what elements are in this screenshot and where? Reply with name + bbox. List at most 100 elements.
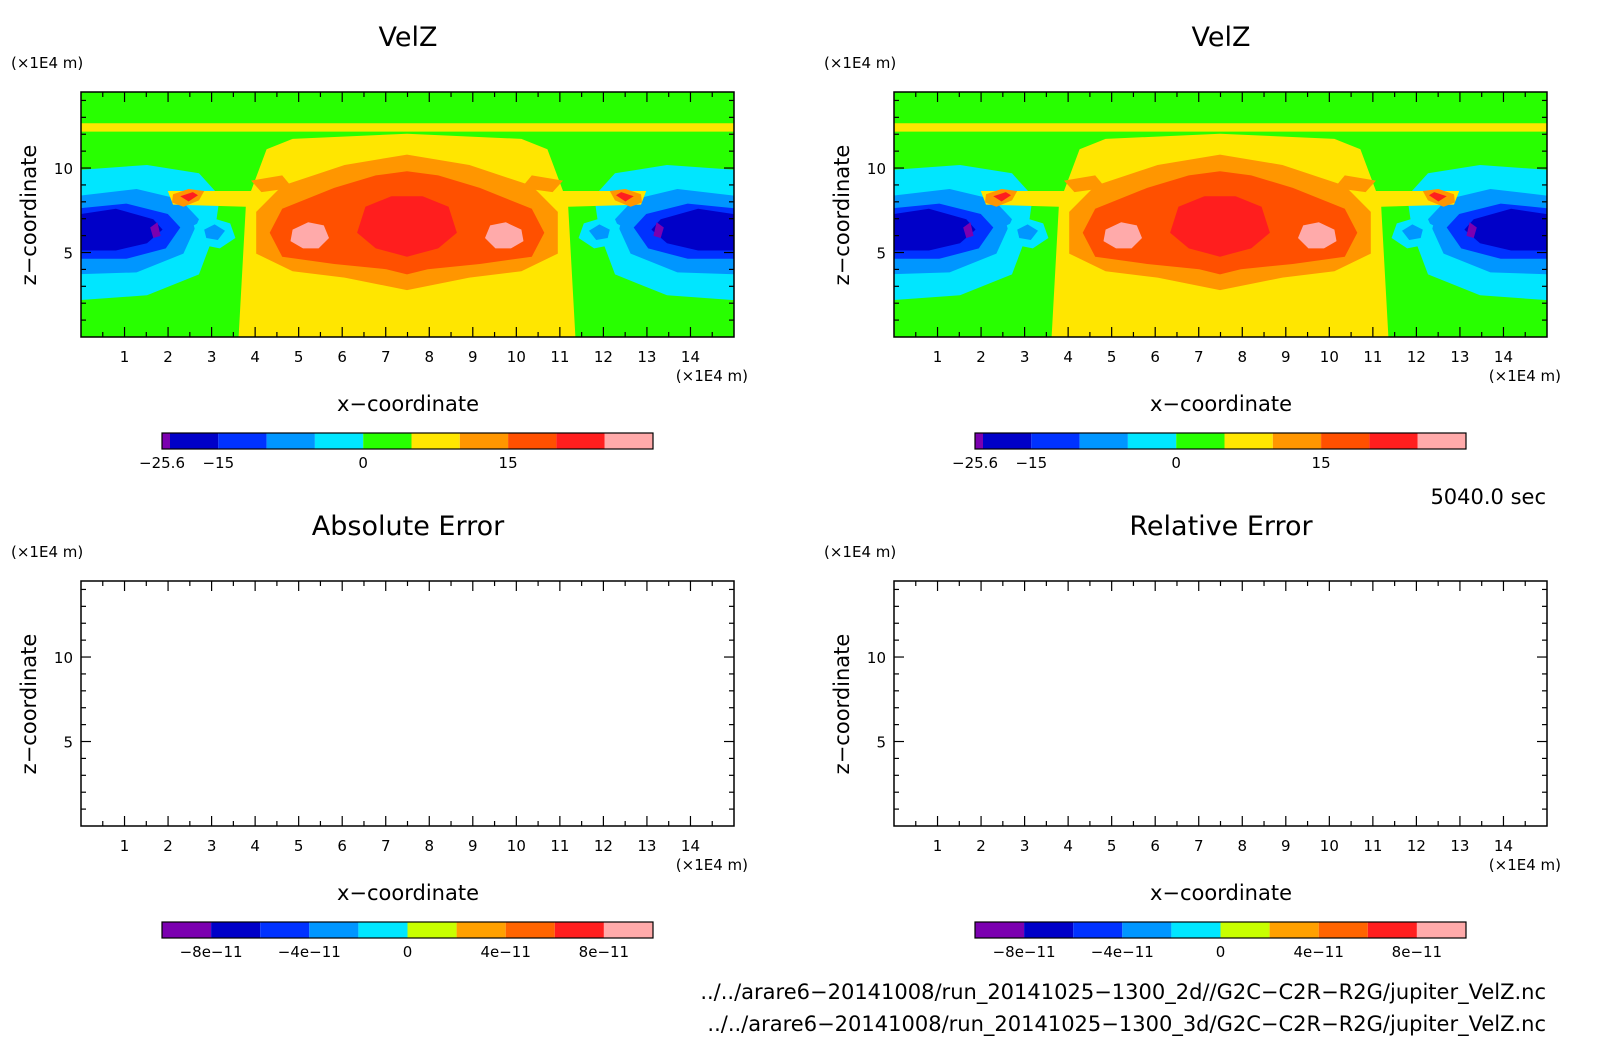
colorbar-swatch [162,433,170,449]
x-tick-label: 11 [550,348,569,366]
x-tick-label: 13 [1450,837,1469,855]
colorbar: −25.6 −15 0 15 [139,432,654,472]
colorbar-swatch [1416,922,1466,938]
velz-eddy-core-right [589,224,610,240]
x-tick-label: 11 [550,837,569,855]
x-tick-label: 10 [507,348,526,366]
velz-downdraft-right [651,208,734,251]
x-tick-label: 1 [933,837,943,855]
x-tick-label: 5 [294,348,304,366]
x-tick-label: 14 [681,837,700,855]
colorbar-label: −25.6 [952,454,998,472]
colorbar-label: 8e−11 [1392,943,1442,961]
panel-title: Relative Error [1129,511,1313,542]
x-tick-label: 3 [1020,348,1030,366]
colorbar-swatch [1272,433,1322,449]
x-axis-unit: (×1E4 m) [676,856,748,874]
y-tick-label: 5 [63,734,73,752]
colorbar: −25.6 −15 0 15 [952,432,1467,472]
colorbar-swatch [411,433,460,449]
x-axis-unit: (×1E4 m) [1489,856,1561,874]
velz-wing-core-left [993,192,1011,202]
colorbar-swatch [1073,922,1123,938]
panel-relative-error: Relative Error(×1E4 m)(×1E4 m)1 2 3 4 5 6 7 8 9 1… [824,511,1561,961]
x-tick-label: 6 [1150,837,1160,855]
velz-contour-field [81,92,734,337]
colorbar-swatch [218,433,267,449]
x-tick-label: 11 [1363,348,1382,366]
colorbar-swatch [309,922,359,938]
x-tick-label: 8 [1237,837,1247,855]
colorbar-swatch [1171,922,1221,938]
x-tick-label: 7 [381,348,391,366]
x-tick-label: 5 [1107,348,1117,366]
x-tick-label: 1 [933,348,943,366]
y-tick-label: 5 [63,245,73,263]
colorbar-swatch [1369,433,1418,449]
x-tick-label: 7 [381,837,391,855]
velz-min-right [1466,222,1477,238]
colorbar-swatch [604,433,653,449]
x-tick-label: 6 [1150,348,1160,366]
y-tick-label: 10 [54,649,73,667]
x-tick-label: 9 [468,348,478,366]
x-axis-unit: (×1E4 m) [1489,367,1561,385]
x-tick-label: 4 [250,348,260,366]
x-tick-label: 9 [1281,348,1291,366]
x-tick-label: 10 [1320,348,1339,366]
velz-peak-left [1103,222,1142,249]
x-tick-label: 13 [1450,348,1469,366]
colorbar-swatch [260,922,310,938]
colorbar-frame [974,432,1467,450]
x-tick-label: 14 [681,348,700,366]
velz-top-band [81,123,734,132]
velz-peak-right [1298,222,1337,249]
y-tick-label: 10 [54,160,73,178]
x-tick-label: 3 [1020,837,1030,855]
colorbar-swatch [1321,433,1370,449]
x-tick-label: 4 [1063,348,1073,366]
plot-frame [80,580,735,827]
colorbar: −8e−11 −4e−11 0 4e−11 8e−11 [161,921,654,961]
panel-absolute-error: Absolute Error(×1E4 m)(×1E4 m)1 2 3 4 5 6 7 8 9 1… [11,511,748,961]
colorbar-swatch [459,433,509,449]
colorbar-swatch [603,922,653,938]
x-tick-label: 12 [594,348,613,366]
x-tick-label: 10 [1320,837,1339,855]
y-axis-unit: (×1E4 m) [11,543,83,561]
colorbar-swatch [162,922,212,938]
x-tick-label: 14 [1494,837,1513,855]
x-axis-unit: (×1E4 m) [676,367,748,385]
velz-eddy-core-left [204,224,225,240]
x-tick-label: 12 [594,837,613,855]
x-tick-label: 3 [207,837,217,855]
colorbar-swatch [1220,922,1270,938]
x-tick-label: 8 [424,348,434,366]
colorbar-frame [161,921,654,939]
y-tick-label: 5 [876,734,886,752]
velz-min-left [150,222,161,238]
y-axis-label: z−coordinate [830,145,854,286]
colorbar-swatch [170,433,219,449]
x-tick-label: 1 [120,348,130,366]
colorbar-swatch [1127,433,1177,449]
y-axis-label: z−coordinate [830,634,854,775]
velz-downdraft-left [81,208,163,251]
velz-eddy-core-right [1402,224,1423,240]
x-tick-label: 12 [1407,837,1426,855]
x-tick-label: 9 [468,837,478,855]
y-axis-unit: (×1E4 m) [824,543,896,561]
colorbar-label: −15 [202,454,234,472]
x-tick-label: 6 [337,348,347,366]
x-tick-label: 13 [637,837,656,855]
timestamp-label: 5040.0 sec [1430,485,1546,509]
colorbar-label: 0 [1171,454,1181,472]
colorbar-swatch [1024,922,1074,938]
colorbar-swatch [1079,433,1128,449]
panel-title: VelZ [379,22,438,53]
colorbar-frame [161,432,654,450]
colorbar-swatch [1031,433,1080,449]
x-tick-label: 5 [1107,837,1117,855]
velz-peak-left [290,222,329,249]
colorbar-label: 8e−11 [579,943,629,961]
